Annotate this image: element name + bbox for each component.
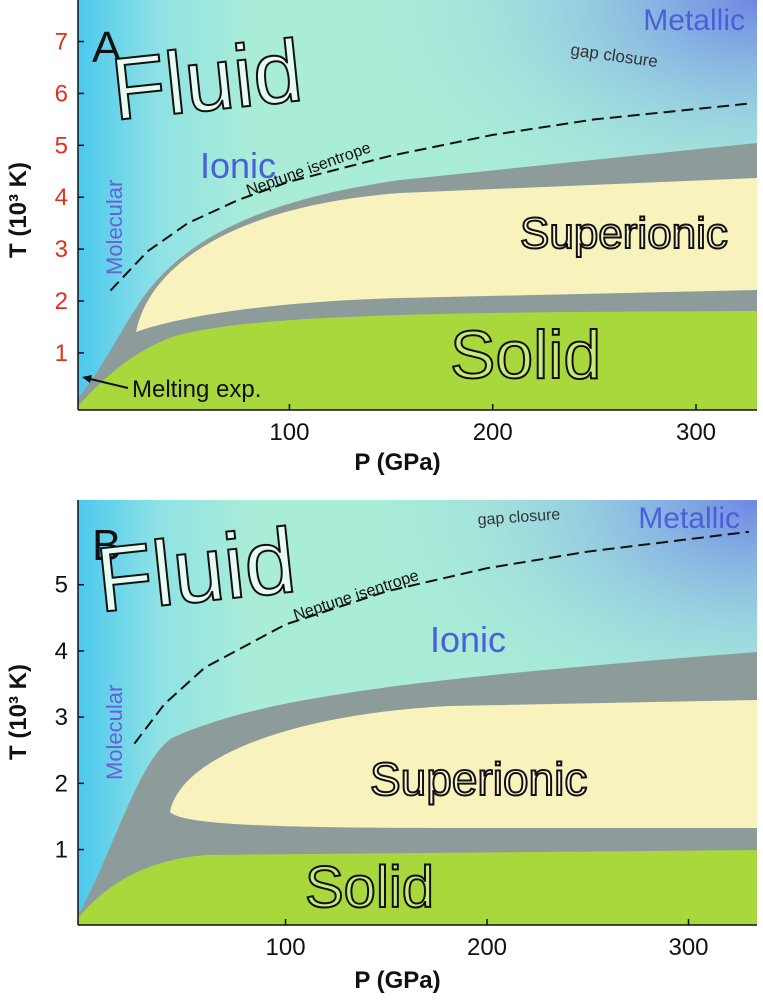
x-axis-label: P (GPa): [354, 967, 440, 994]
isentrope-line: [109, 102, 747, 292]
y-tick-label: 4: [55, 184, 68, 211]
region-label: Ionic: [200, 145, 276, 186]
y-tick-label: 3: [55, 236, 68, 263]
y-tick-label: 2: [55, 770, 68, 797]
region-label: Solid: [450, 317, 601, 393]
y-tick-label: 7: [55, 29, 68, 56]
y-axis-label: T (10³ K): [5, 162, 32, 258]
x-axis-label: P (GPa): [354, 449, 440, 476]
y-tick-label: 5: [55, 132, 68, 159]
panel-label: A: [92, 23, 122, 72]
y-tick-label: 1: [55, 340, 68, 367]
isentrope-line: [133, 530, 750, 745]
x-tick-label: 300: [668, 934, 708, 961]
region-label: Molecular: [102, 685, 127, 780]
panel-b: B Fluid Ionic Molecular Metallic gap clo…: [78, 500, 757, 925]
superionic-region: [136, 178, 757, 332]
y-tick-label: 6: [55, 80, 68, 107]
annotation: Melting exp.: [132, 376, 261, 403]
y-tick-label: 1: [55, 837, 68, 864]
annotation: gap closure: [477, 506, 561, 529]
arrow: [85, 377, 129, 389]
panel-a: A Fluid Ionic Molecular Metallic gap clo…: [78, 0, 757, 410]
region-label: Molecular: [102, 180, 127, 275]
y-tick-label: 4: [55, 638, 68, 665]
y-tick-label: 3: [55, 704, 68, 731]
x-tick-label: 300: [676, 419, 716, 446]
arrow-head: [82, 375, 92, 383]
region-label: Ionic: [430, 619, 506, 660]
y-axis-label: T (10³ K): [5, 664, 32, 760]
region-label: Solid: [305, 855, 434, 920]
region-label: Fluid: [107, 20, 307, 138]
y-tick-label: 5: [55, 572, 68, 599]
x-tick-label: 200: [467, 934, 507, 961]
x-tick-label: 200: [473, 419, 513, 446]
region-label: Fluid: [91, 510, 300, 632]
region-label: Metallic: [643, 4, 745, 37]
x-tick-label: 100: [269, 419, 309, 446]
solid-region: [78, 311, 757, 410]
region-label: Metallic: [638, 502, 740, 535]
solid-region: [78, 850, 757, 925]
superionic-region: [170, 700, 757, 828]
region-label: Superionic: [370, 753, 587, 805]
x-tick-label: 100: [266, 934, 306, 961]
region-label: Superionic: [520, 209, 728, 258]
panel-label: B: [92, 521, 121, 570]
y-tick-label: 2: [55, 288, 68, 315]
